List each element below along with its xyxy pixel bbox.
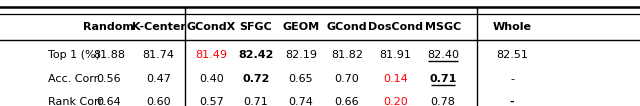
- Text: 0.40: 0.40: [199, 74, 223, 84]
- Text: GCondX: GCondX: [187, 22, 236, 31]
- Text: 0.20: 0.20: [383, 97, 408, 106]
- Text: 0.56: 0.56: [97, 74, 121, 84]
- Text: 81.91: 81.91: [380, 50, 412, 60]
- Text: Random: Random: [83, 22, 134, 31]
- Text: 0.71: 0.71: [244, 97, 268, 106]
- Text: 0.74: 0.74: [289, 97, 313, 106]
- Text: 82.51: 82.51: [496, 50, 528, 60]
- Text: 82.42: 82.42: [238, 50, 274, 60]
- Text: Acc. Corr.: Acc. Corr.: [48, 74, 101, 84]
- Text: 0.47: 0.47: [147, 74, 171, 84]
- Text: 81.88: 81.88: [93, 50, 125, 60]
- Text: Rank Corr.: Rank Corr.: [48, 97, 106, 106]
- Text: GEOM: GEOM: [282, 22, 319, 31]
- Text: GCond: GCond: [326, 22, 367, 31]
- Text: MSGC: MSGC: [425, 22, 461, 31]
- Text: K-Center: K-Center: [132, 22, 186, 31]
- Text: 82.40: 82.40: [427, 50, 459, 60]
- Text: 0.14: 0.14: [383, 74, 408, 84]
- Text: 0.72: 0.72: [243, 74, 269, 84]
- Text: 0.66: 0.66: [335, 97, 359, 106]
- Text: 81.82: 81.82: [331, 50, 363, 60]
- Text: SFGC: SFGC: [239, 22, 273, 31]
- Text: 0.57: 0.57: [199, 97, 223, 106]
- Text: 81.74: 81.74: [143, 50, 175, 60]
- Text: 81.49: 81.49: [195, 50, 227, 60]
- Text: 0.71: 0.71: [429, 74, 456, 84]
- Text: 0.65: 0.65: [289, 74, 313, 84]
- Text: 0.60: 0.60: [147, 97, 171, 106]
- Text: 0.70: 0.70: [335, 74, 359, 84]
- Text: 82.19: 82.19: [285, 50, 317, 60]
- Text: Whole: Whole: [493, 22, 531, 31]
- Text: -: -: [509, 97, 515, 106]
- Text: -: -: [510, 74, 514, 84]
- Text: 0.78: 0.78: [431, 97, 455, 106]
- Text: 0.64: 0.64: [97, 97, 121, 106]
- Text: Top 1 (%): Top 1 (%): [48, 50, 100, 60]
- Text: DosCond: DosCond: [368, 22, 423, 31]
